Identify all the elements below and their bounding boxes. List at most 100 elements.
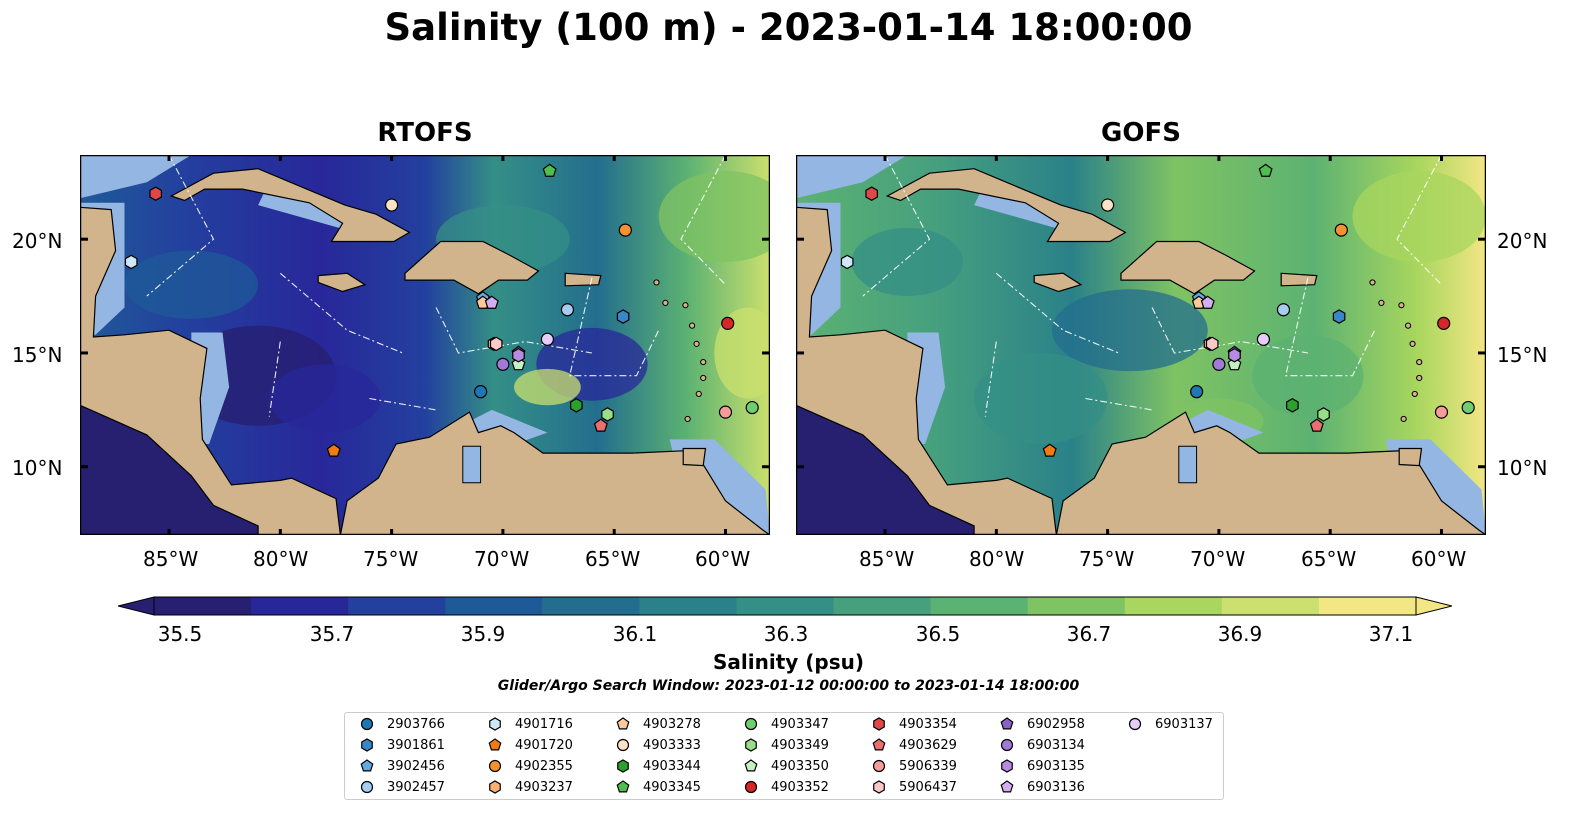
lat-label-left-15n: 15°N [12,343,63,367]
legend-marker-hexagon-icon [489,717,501,731]
rtofs-salinity-map [80,155,770,535]
legend-item-4903629: 4903629 [871,735,957,755]
colorbar-segment [736,597,835,615]
legend-label: 3902457 [387,779,445,795]
float-marker-6903137 [540,332,555,346]
legend-label: 6903136 [1027,779,1085,795]
pacific-ocean [80,405,259,535]
float-marker-4903347 [1461,400,1475,415]
salinity-patch [1051,289,1208,372]
legend-label: 4903629 [899,737,957,753]
legend-item-5906339: 5906339 [871,756,957,776]
legend-marker-pentagon-icon [1000,780,1014,793]
float-marker-4901720 [1042,443,1057,457]
continental-shelf [796,155,908,199]
legend-item-2903766: 2903766 [359,714,445,734]
legend-marker-4903345 [616,780,630,793]
salinity-patch [851,227,963,297]
eez-boundary-line [146,155,215,297]
legend-marker-hexagon-icon [1001,759,1013,773]
float-marker-4902355 [618,223,632,237]
legend-item-4903278: 4903278 [615,714,701,734]
legend-item-6903135: 6903135 [999,756,1085,776]
legend-marker-4903629 [872,738,886,751]
lat-label-left-10n: 10°N [12,456,63,480]
float-marker-3902457 [1276,303,1291,317]
land-lesser-antilles-island [700,374,707,382]
float-marker-4903352 [721,316,735,330]
legend-marker-hexagon-icon [745,738,757,752]
lat-label-left-20n: 20°N [12,229,63,253]
legend-item-4903347: 4903347 [743,714,829,734]
legend-label: 4903278 [643,716,701,732]
land-jamaica [317,272,367,293]
float-marker-3901861 [616,309,630,324]
legend-label: 4903333 [643,737,701,753]
eez-boundary-line [1151,307,1308,354]
land-lesser-antilles-island [684,415,691,423]
land-lesser-antilles-island [1404,322,1412,329]
legend-label: 4901716 [515,716,573,732]
land-trinidad [682,447,707,467]
legend-item-6903134: 6903134 [999,735,1085,755]
land-south-america [1055,411,1486,535]
eez-boundary-line [369,397,437,411]
salinity-patch [1352,170,1486,262]
land-lesser-antilles-island [653,279,660,286]
lon-label-left-60w: 60°W [695,547,751,571]
search-window-caption: Glider/Argo Search Window: 2023-01-12 00… [497,678,1080,694]
lon-label-right-85w: 85°W [859,547,915,571]
legend-marker-6903134 [1000,738,1014,752]
legend-label: 4903237 [515,779,573,795]
float-legend: 2903766 3901861 3902456 3902457 4901716 49017… [344,712,1224,800]
lake-maracaibo [1178,445,1198,484]
lon-label-left-80w: 80°W [253,547,309,571]
float-marker-4903352 [1437,316,1451,330]
legend-marker-6903136 [1000,780,1014,793]
legend-marker-pentagon-icon [616,780,630,793]
legend-marker-4903352 [744,780,758,794]
colorbar-tick-36-7: 36.7 [1066,622,1112,646]
eez-boundary-line [268,341,281,417]
legend-marker-3902456 [360,759,374,772]
legend-item-4903345: 4903345 [615,777,701,797]
legend-item-4903237: 4903237 [487,777,573,797]
legend-marker-circle-icon [360,780,374,794]
legend-marker-pentagon-icon [1000,717,1014,730]
lat-label-right-20n: 20°N [1497,229,1548,253]
float-marker-5906339 [1434,405,1449,419]
land-cuba [169,168,411,243]
colorbar-segment [1318,597,1417,615]
land-lesser-antilles-island [1416,358,1423,366]
float-marker-6903134 [1212,357,1226,371]
legend-item-6902958: 6902958 [999,714,1085,734]
land-south-america [339,411,770,535]
land-lesser-antilles-island [1369,279,1376,286]
land-lesser-antilles-island [1409,340,1416,347]
float-marker-4903350 [511,356,526,371]
legend-marker-pentagon-icon [616,717,630,730]
map-frame [796,155,1486,535]
float-marker-4903333 [385,198,399,212]
land-hispaniola [404,240,540,295]
legend-marker-5906339 [872,759,886,773]
float-marker-6903136 [484,295,499,309]
land-lesser-antilles-island [1398,302,1405,309]
legend-marker-pentagon-icon [360,759,374,772]
legend-marker-6903137 [1128,717,1142,731]
float-marker-4903347 [745,400,759,415]
legend-label: 6902958 [1027,716,1085,732]
float-marker-4903629 [1309,418,1324,432]
legend-marker-4903237 [489,780,501,794]
float-marker-5906437 [489,336,503,352]
float-marker-4903345 [542,163,557,177]
legend-item-4901716: 4901716 [487,714,573,734]
colorbar-tick-35-9: 35.9 [460,622,506,646]
colorbar-segment [639,597,737,615]
salinity-patch [269,364,381,433]
map-frame [80,155,770,535]
legend-marker-4903347 [744,717,758,731]
lon-label-left-70w: 70°W [474,547,530,571]
float-marker-4903350 [1227,356,1242,371]
legend-label: 4902355 [515,758,573,774]
